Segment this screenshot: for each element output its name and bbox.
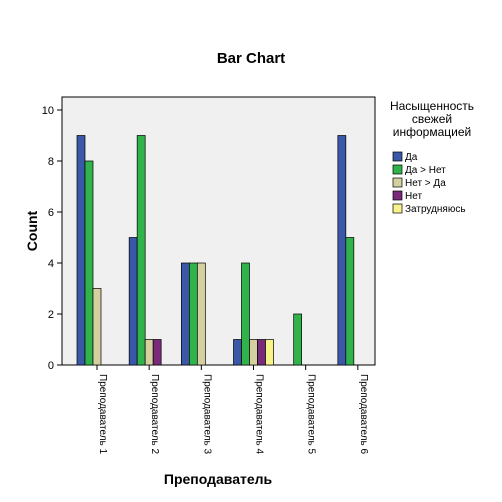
legend-label: Нет > Да <box>405 178 446 189</box>
bar <box>76 135 86 366</box>
legend-swatch <box>392 164 403 175</box>
legend-swatch <box>392 151 403 162</box>
x-tick-label: Преподаватель 4 <box>254 374 265 455</box>
bars-group <box>76 135 355 366</box>
y-tick-label: 6 <box>48 207 54 219</box>
bar <box>345 237 355 366</box>
y-tick-label: 8 <box>48 156 54 168</box>
bar <box>128 237 138 366</box>
bar <box>180 262 190 366</box>
legend-title: информацией <box>393 125 471 139</box>
legend-label: Да > Нет <box>405 165 446 176</box>
y-tick-label: 2 <box>48 309 54 321</box>
bar <box>337 135 347 366</box>
bar <box>249 339 258 366</box>
y-tick-label: 10 <box>42 105 54 117</box>
x-axis: Преподаватель 1 Преподаватель 2 Преподават… <box>96 365 369 455</box>
legend-title: свежей <box>412 112 452 126</box>
bar <box>257 339 266 366</box>
legend-swatch <box>392 203 403 214</box>
bar <box>144 339 154 366</box>
bar <box>152 339 162 366</box>
bar <box>84 160 94 366</box>
y-axis: 0 2 4 6 8 10 <box>42 105 62 372</box>
bar <box>188 262 198 366</box>
y-axis-title: Count <box>24 210 40 251</box>
plot-area <box>61 96 376 366</box>
x-axis-title: Преподаватель <box>164 471 273 487</box>
legend-swatch <box>392 190 403 201</box>
bar <box>233 339 242 366</box>
legend-title: Насыщенность <box>390 99 474 113</box>
legend-label: Нет <box>405 191 422 202</box>
y-tick-label: 4 <box>48 258 54 270</box>
x-tick-label: Преподаватель 6 <box>358 374 369 455</box>
bar <box>293 313 303 366</box>
x-tick-label: Преподаватель 1 <box>97 374 108 455</box>
bar <box>265 339 274 366</box>
legend-label: Да <box>405 152 418 163</box>
chart-title: Bar Chart <box>217 50 285 67</box>
y-tick-label: 0 <box>48 360 54 372</box>
bar <box>196 262 206 366</box>
x-tick-label: Преподаватель 2 <box>149 374 160 455</box>
bar <box>136 135 146 366</box>
bar <box>92 288 102 366</box>
bar <box>241 262 250 366</box>
legend-label: Затрудняюсь <box>405 204 466 215</box>
x-tick-label: Преподаватель 3 <box>201 374 212 455</box>
legend-swatch <box>392 177 403 188</box>
x-tick-label: Преподаватель 5 <box>306 374 317 455</box>
